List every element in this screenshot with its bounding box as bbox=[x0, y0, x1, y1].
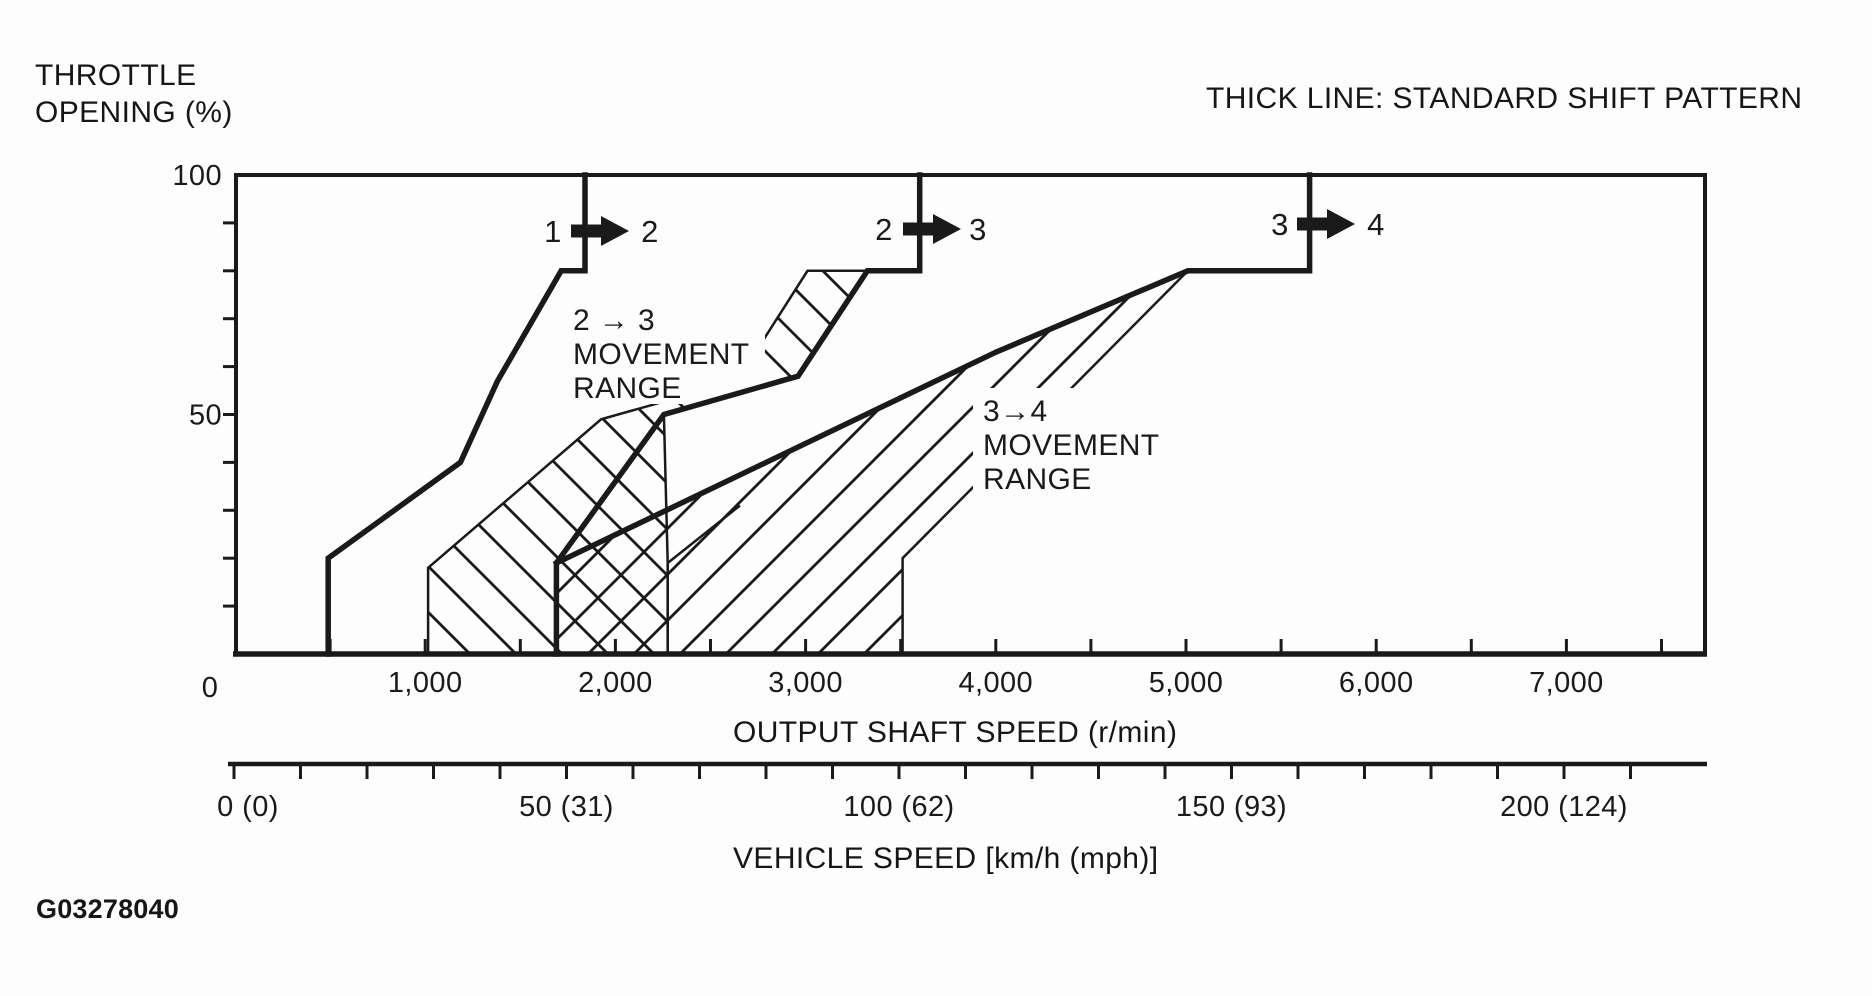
shift-from-label: 2 bbox=[875, 212, 893, 247]
secondary-x-axis-title: VEHICLE SPEED [km/h (mph)] bbox=[733, 842, 1159, 875]
x-tick-label: 2,000 bbox=[578, 667, 653, 699]
movement-range-3-4-label-mask bbox=[973, 388, 1193, 496]
shift-to-label: 2 bbox=[641, 214, 659, 249]
secondary-x-tick-label: 50 (31) bbox=[519, 791, 614, 823]
shift-arrow-icon bbox=[571, 216, 629, 246]
shift-arrow-icon bbox=[903, 214, 961, 244]
x-tick-label: 1,000 bbox=[388, 667, 463, 699]
movement-range-3-4-label: MOVEMENT bbox=[983, 429, 1160, 462]
shift-3-4-standard bbox=[552, 172, 1313, 567]
movement-range-3-4-label: 3→4 bbox=[983, 395, 1048, 428]
movement-range-2-3-label: MOVEMENT bbox=[573, 338, 750, 371]
x-tick-label: 6,000 bbox=[1339, 667, 1414, 699]
y-axis-title-line1: THROTTLE bbox=[35, 59, 197, 92]
figure-code: G03278040 bbox=[36, 894, 179, 924]
shift-to-label: 3 bbox=[969, 212, 987, 247]
secondary-x-tick-label: 200 (124) bbox=[1500, 791, 1628, 823]
y-tick-label: 100 bbox=[172, 160, 222, 192]
y-axis-title-line2: OPENING (%) bbox=[35, 96, 233, 129]
shift-from-label: 3 bbox=[1271, 207, 1289, 242]
thick-line-note: THICK LINE: STANDARD SHIFT PATTERN bbox=[1206, 82, 1803, 115]
y-tick-label: 50 bbox=[189, 400, 222, 432]
movement-range-2-3-label: RANGE bbox=[573, 372, 682, 405]
x-tick-label: 7,000 bbox=[1529, 667, 1604, 699]
x-axis-title: OUTPUT SHAFT SPEED (r/min) bbox=[733, 716, 1178, 749]
x-tick-label: 4,000 bbox=[959, 667, 1034, 699]
shift-from-label: 1 bbox=[544, 214, 562, 249]
secondary-x-tick-label: 150 (93) bbox=[1176, 791, 1287, 823]
x-tick-label: 5,000 bbox=[1149, 667, 1224, 699]
x-axis-origin-label: 0 bbox=[202, 672, 219, 704]
x-tick-label: 3,000 bbox=[768, 667, 843, 699]
shift-arrow-icon bbox=[1297, 209, 1355, 239]
y-axis-title: THROTTLE OPENING (%) bbox=[35, 57, 233, 131]
movement-range-2-3-label-mask bbox=[565, 296, 765, 404]
movement-range-3-4-label: RANGE bbox=[983, 463, 1092, 496]
movement-range-2-3-label: 2 → 3 bbox=[573, 304, 655, 337]
shift-1-2-standard bbox=[325, 172, 588, 657]
shift-2-3-late-boundary bbox=[666, 504, 741, 654]
shift-to-label: 4 bbox=[1367, 207, 1385, 242]
secondary-x-tick-label: 0 (0) bbox=[217, 791, 279, 823]
secondary-x-tick-label: 100 (62) bbox=[843, 791, 954, 823]
